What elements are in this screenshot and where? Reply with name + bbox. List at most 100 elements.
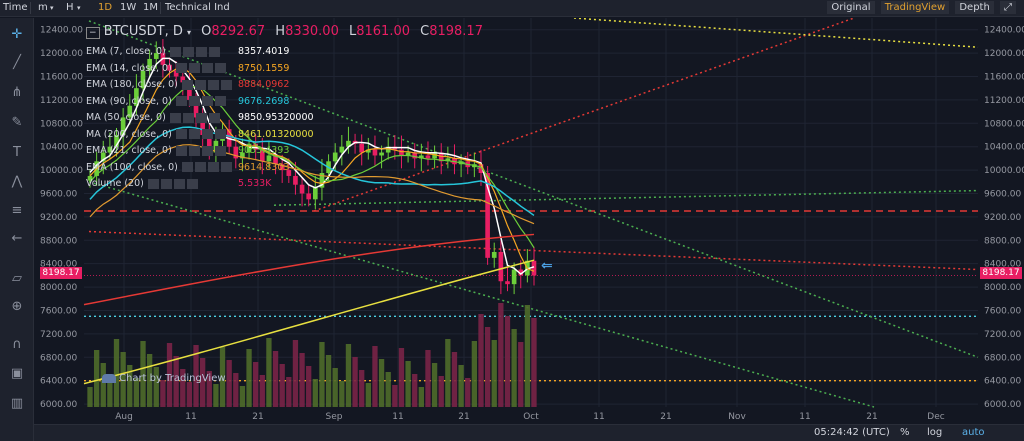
indicator-controls[interactable]: [175, 129, 228, 140]
indicator-value: 8884.0962: [238, 79, 290, 90]
indicator-controls[interactable]: [175, 145, 228, 156]
y-tick-label-left: 6400.00: [40, 377, 77, 387]
candle-body: [346, 140, 351, 147]
volume-bar: [93, 350, 100, 407]
indicator-value: 8750.1559: [238, 62, 290, 74]
symbol-label[interactable]: BTCUSDT, D: [103, 24, 183, 39]
view-original[interactable]: Original: [827, 1, 875, 14]
brush-icon[interactable]: ✎: [11, 115, 23, 130]
minutes-dropdown[interactable]: m: [38, 2, 48, 13]
candle-body: [518, 269, 524, 276]
indicator-row[interactable]: MA (50, close, 0) 9850.95320000: [86, 112, 314, 123]
price-tag-right: 8198.17: [980, 267, 1022, 279]
view-tradingview[interactable]: TradingView: [880, 1, 950, 14]
chevron-down-icon[interactable]: ▾: [50, 4, 54, 12]
volume-bar: [445, 339, 451, 407]
indicator-row[interactable]: EMA (21, close, 0) 9053.4393: [86, 145, 289, 156]
indicator-controls[interactable]: [181, 79, 234, 90]
indicator-controls[interactable]: [175, 63, 228, 74]
volume-bar: [398, 348, 405, 407]
candle-body: [206, 134, 212, 153]
lock-icon[interactable]: ▣: [10, 366, 24, 381]
view-depth[interactable]: Depth: [955, 1, 994, 14]
text-icon[interactable]: T: [13, 145, 21, 160]
candle-body: [193, 99, 199, 118]
x-tick-label: 21: [252, 412, 263, 422]
y-tick-label: 10800.00: [984, 119, 1024, 129]
trendline: [88, 20, 979, 358]
low-value: 8161.00: [356, 24, 410, 39]
volume-bar: [484, 327, 491, 407]
volume-bar: [272, 351, 279, 407]
price-chart[interactable]: 12400.00 12000.00 11600.00 11200.00 10800.00…: [34, 18, 1024, 424]
ema-7-line: [89, 57, 535, 276]
indicator-name: MA (200, close, 0): [86, 128, 172, 140]
indicator-value: 9850.95320000: [238, 112, 314, 123]
interval-1d[interactable]: 1D: [98, 2, 113, 13]
legend-title: − BTCUSDT, D ▾ O8292.67 H8330.00 L8161.0…: [86, 24, 483, 39]
candle-body: [279, 164, 285, 171]
candle-body: [140, 70, 146, 89]
candle-body: [87, 175, 93, 181]
candle-body: [200, 117, 205, 135]
time-button[interactable]: Time: [3, 2, 28, 13]
interval-1m[interactable]: 1M: [143, 2, 158, 13]
indicator-controls[interactable]: [169, 46, 222, 57]
indicator-row[interactable]: Volume (20) 5.533K: [86, 178, 271, 189]
indicator-value: 9053.4393: [238, 145, 290, 156]
indicator-row[interactable]: EMA (14, close, 0) 8750.1559: [86, 63, 289, 74]
y-tick-label: 9200.00: [984, 213, 1021, 223]
indicator-controls[interactable]: [169, 112, 222, 123]
y-tick-label-left: 11200.00: [40, 96, 83, 106]
interval-1w[interactable]: 1W: [120, 2, 137, 13]
volume-bar: [372, 346, 378, 407]
candle-body: [253, 143, 258, 150]
indicator-row[interactable]: EMA (7, close, 0) 8357.4019: [86, 46, 289, 57]
trendline-icon[interactable]: ╱: [13, 55, 21, 70]
indicator-row[interactable]: MA (200, close, 0) 8461.01320000: [86, 128, 314, 140]
indicator-controls[interactable]: [181, 162, 234, 173]
minimize-icon[interactable]: −: [86, 27, 100, 39]
zoom-icon[interactable]: ⊕: [11, 299, 23, 314]
trash-icon[interactable]: ▥: [10, 396, 24, 411]
indicator-name: EMA (180, close, 0): [86, 79, 178, 90]
technical-indicators-button[interactable]: Technical Ind: [165, 2, 230, 13]
candle-body: [306, 193, 312, 200]
percent-toggle[interactable]: %: [900, 427, 910, 438]
crosshair-icon[interactable]: ✛: [11, 27, 23, 42]
hours-dropdown[interactable]: H: [66, 2, 74, 13]
volume-bar: [100, 363, 106, 407]
magnet-icon[interactable]: ∩: [12, 337, 22, 352]
volume-bar: [325, 355, 332, 407]
ruler-icon[interactable]: ▱: [12, 271, 22, 286]
expand-icon[interactable]: ⤢: [1000, 1, 1016, 14]
volume-bar: [87, 387, 93, 407]
indicator-row[interactable]: EMA (180, close, 0) 8884.0962: [86, 79, 289, 90]
indicator-row[interactable]: EMA (100, close, 0) 9614.8303: [86, 162, 289, 173]
chevron-down-icon[interactable]: ▾: [187, 28, 192, 37]
candle-body: [432, 152, 437, 159]
candle-body: [134, 88, 139, 106]
y-tick-label: 7600.00: [984, 306, 1021, 316]
volume-bar: [146, 354, 153, 407]
log-toggle[interactable]: log: [927, 427, 943, 438]
fib-icon[interactable]: ≡: [11, 203, 23, 218]
high-value: 8330.00: [285, 24, 339, 39]
indicator-row[interactable]: EMA (90, close, 0) 9676.2698: [86, 96, 289, 107]
indicator-controls[interactable]: [147, 178, 200, 189]
chevron-down-icon[interactable]: ▾: [77, 4, 81, 12]
candle-body: [438, 152, 444, 162]
candle-body: [153, 53, 159, 59]
x-tick-label: 21: [458, 412, 469, 422]
pattern-icon[interactable]: ⋀: [11, 174, 23, 189]
indicator-name: MA (50, close, 0): [86, 112, 166, 123]
arrow-marker-icon: ⇐: [541, 258, 553, 274]
candle-body: [445, 158, 451, 162]
back-arrow-icon[interactable]: ←: [11, 231, 23, 246]
auto-toggle[interactable]: auto: [962, 427, 985, 438]
candle-body: [273, 155, 278, 165]
candle-body: [425, 155, 431, 159]
ma-200-line: [83, 259, 535, 385]
indicator-controls[interactable]: [175, 96, 228, 107]
pitchfork-icon[interactable]: ⋔: [11, 85, 23, 100]
